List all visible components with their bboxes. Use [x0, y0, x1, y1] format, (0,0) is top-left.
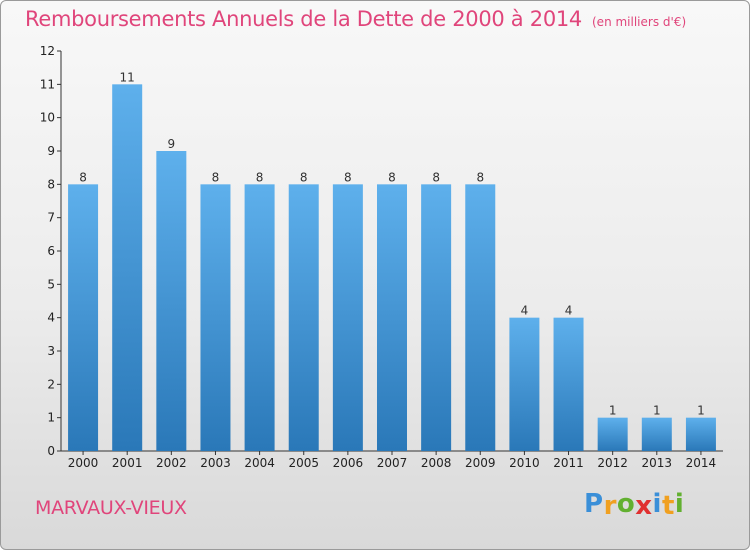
- x-tick-label: 2014: [686, 456, 717, 470]
- bar: [685, 417, 716, 451]
- chart-unit-note: (en milliers d'€): [592, 15, 687, 29]
- bar-value-label: 8: [256, 170, 264, 184]
- bar: [597, 417, 628, 451]
- bar: [112, 84, 143, 451]
- y-tick-label: 6: [47, 244, 55, 258]
- x-tick-label: 2010: [509, 456, 540, 470]
- x-tick-label: 2003: [200, 456, 231, 470]
- proxiti-logo: Proxiti: [584, 489, 685, 521]
- x-tick-label: 2002: [156, 456, 187, 470]
- bar: [244, 184, 275, 452]
- logo-letter: t: [661, 491, 675, 521]
- x-tick-label: 2001: [112, 456, 143, 470]
- x-tick-label: 2007: [377, 456, 408, 470]
- bar: [465, 184, 496, 452]
- bar-value-label: 4: [521, 304, 529, 318]
- x-tick-label: 2004: [244, 456, 275, 470]
- y-tick-label: 1: [47, 411, 55, 425]
- x-tick-label: 2000: [68, 456, 99, 470]
- x-tick-label: 2013: [642, 456, 673, 470]
- y-tick-label: 4: [47, 311, 55, 325]
- x-tick-label: 2011: [553, 456, 584, 470]
- logo-letter: i: [674, 489, 685, 519]
- y-tick-label: 0: [47, 444, 55, 458]
- bar-value-label: 8: [344, 170, 352, 184]
- y-tick-label: 11: [40, 77, 55, 91]
- bar-value-label: 1: [697, 404, 705, 418]
- bar: [332, 184, 363, 452]
- bar: [377, 184, 407, 452]
- chart-title-block: Remboursements Annuels de la Dette de 20…: [25, 7, 686, 31]
- y-tick-label: 8: [47, 177, 55, 191]
- y-tick-label: 9: [47, 144, 55, 158]
- bar-value-label: 8: [212, 170, 220, 184]
- bar-value-label: 4: [565, 304, 573, 318]
- bar: [509, 317, 540, 451]
- y-tick-label: 10: [40, 111, 55, 125]
- bar: [288, 184, 319, 452]
- y-tick-label: 3: [47, 344, 55, 358]
- bar: [641, 417, 672, 451]
- y-tick-label: 2: [47, 377, 55, 391]
- x-tick-label: 2005: [288, 456, 319, 470]
- y-tick-label: 12: [40, 44, 55, 58]
- y-tick-label: 7: [47, 211, 55, 225]
- bar-value-label: 8: [388, 170, 396, 184]
- city-name: MARVAUX-VIEUX: [35, 497, 187, 519]
- logo-letter: r: [603, 491, 617, 521]
- x-tick-label: 2009: [465, 456, 496, 470]
- x-tick-label: 2012: [597, 456, 628, 470]
- bar: [200, 184, 231, 452]
- bar: [68, 184, 99, 452]
- bar-value-label: 9: [168, 137, 176, 151]
- bar-value-label: 8: [79, 170, 87, 184]
- chart-title: Remboursements Annuels de la Dette de 20…: [25, 7, 582, 31]
- bar: [156, 151, 187, 451]
- bar-value-label: 11: [120, 70, 135, 84]
- bar-value-label: 8: [432, 170, 440, 184]
- logo-letter: o: [616, 489, 636, 519]
- bar-value-label: 8: [476, 170, 484, 184]
- bar-value-label: 8: [300, 170, 308, 184]
- logo-letter: P: [584, 489, 604, 519]
- x-tick-label: 2006: [333, 456, 364, 470]
- bar-value-label: 1: [609, 404, 617, 418]
- x-tick-label: 2008: [421, 456, 452, 470]
- bar: [421, 184, 452, 452]
- bar-value-label: 1: [653, 404, 661, 418]
- y-tick-label: 5: [47, 277, 55, 291]
- logo-letter: x: [635, 491, 653, 521]
- logo-letter: i: [652, 489, 662, 519]
- bar: [553, 317, 584, 451]
